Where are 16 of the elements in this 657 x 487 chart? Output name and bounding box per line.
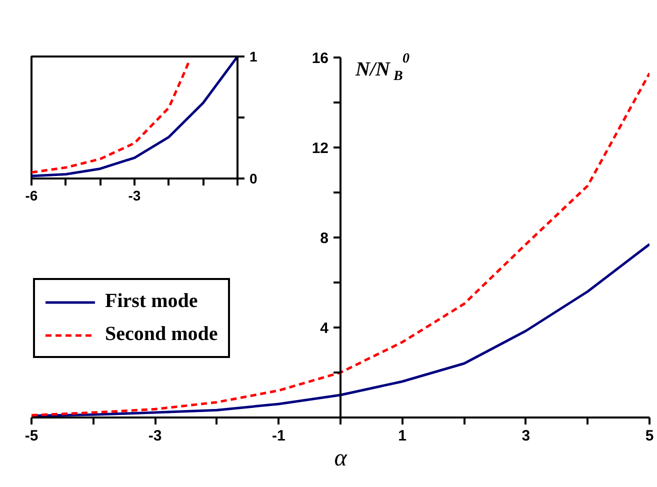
y-tick-label: 4 xyxy=(320,320,330,337)
x-axis-title: α xyxy=(334,446,348,472)
legend-label: Second mode xyxy=(105,323,218,346)
x-tick-label: -3 xyxy=(128,188,141,204)
x-tick-label: -1 xyxy=(272,428,286,444)
y-tick-label: 12 xyxy=(312,140,329,157)
x-tick-label: -5 xyxy=(24,428,38,444)
x-tick-label: 3 xyxy=(522,428,530,444)
y-tick-label: 0 xyxy=(250,170,258,186)
x-tick-label: 1 xyxy=(398,428,406,444)
y-tick-label: 8 xyxy=(320,230,328,247)
x-tick-label: -3 xyxy=(148,428,162,444)
legend-label: First mode xyxy=(105,290,198,313)
x-tick-label: 5 xyxy=(645,428,654,444)
y-tick-label: 16 xyxy=(312,50,329,67)
x-tick-label: -6 xyxy=(25,188,38,204)
